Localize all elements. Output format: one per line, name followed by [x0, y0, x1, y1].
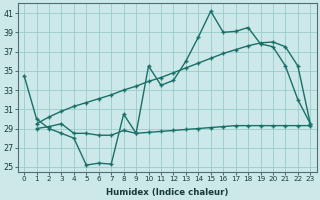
X-axis label: Humidex (Indice chaleur): Humidex (Indice chaleur): [106, 188, 228, 197]
